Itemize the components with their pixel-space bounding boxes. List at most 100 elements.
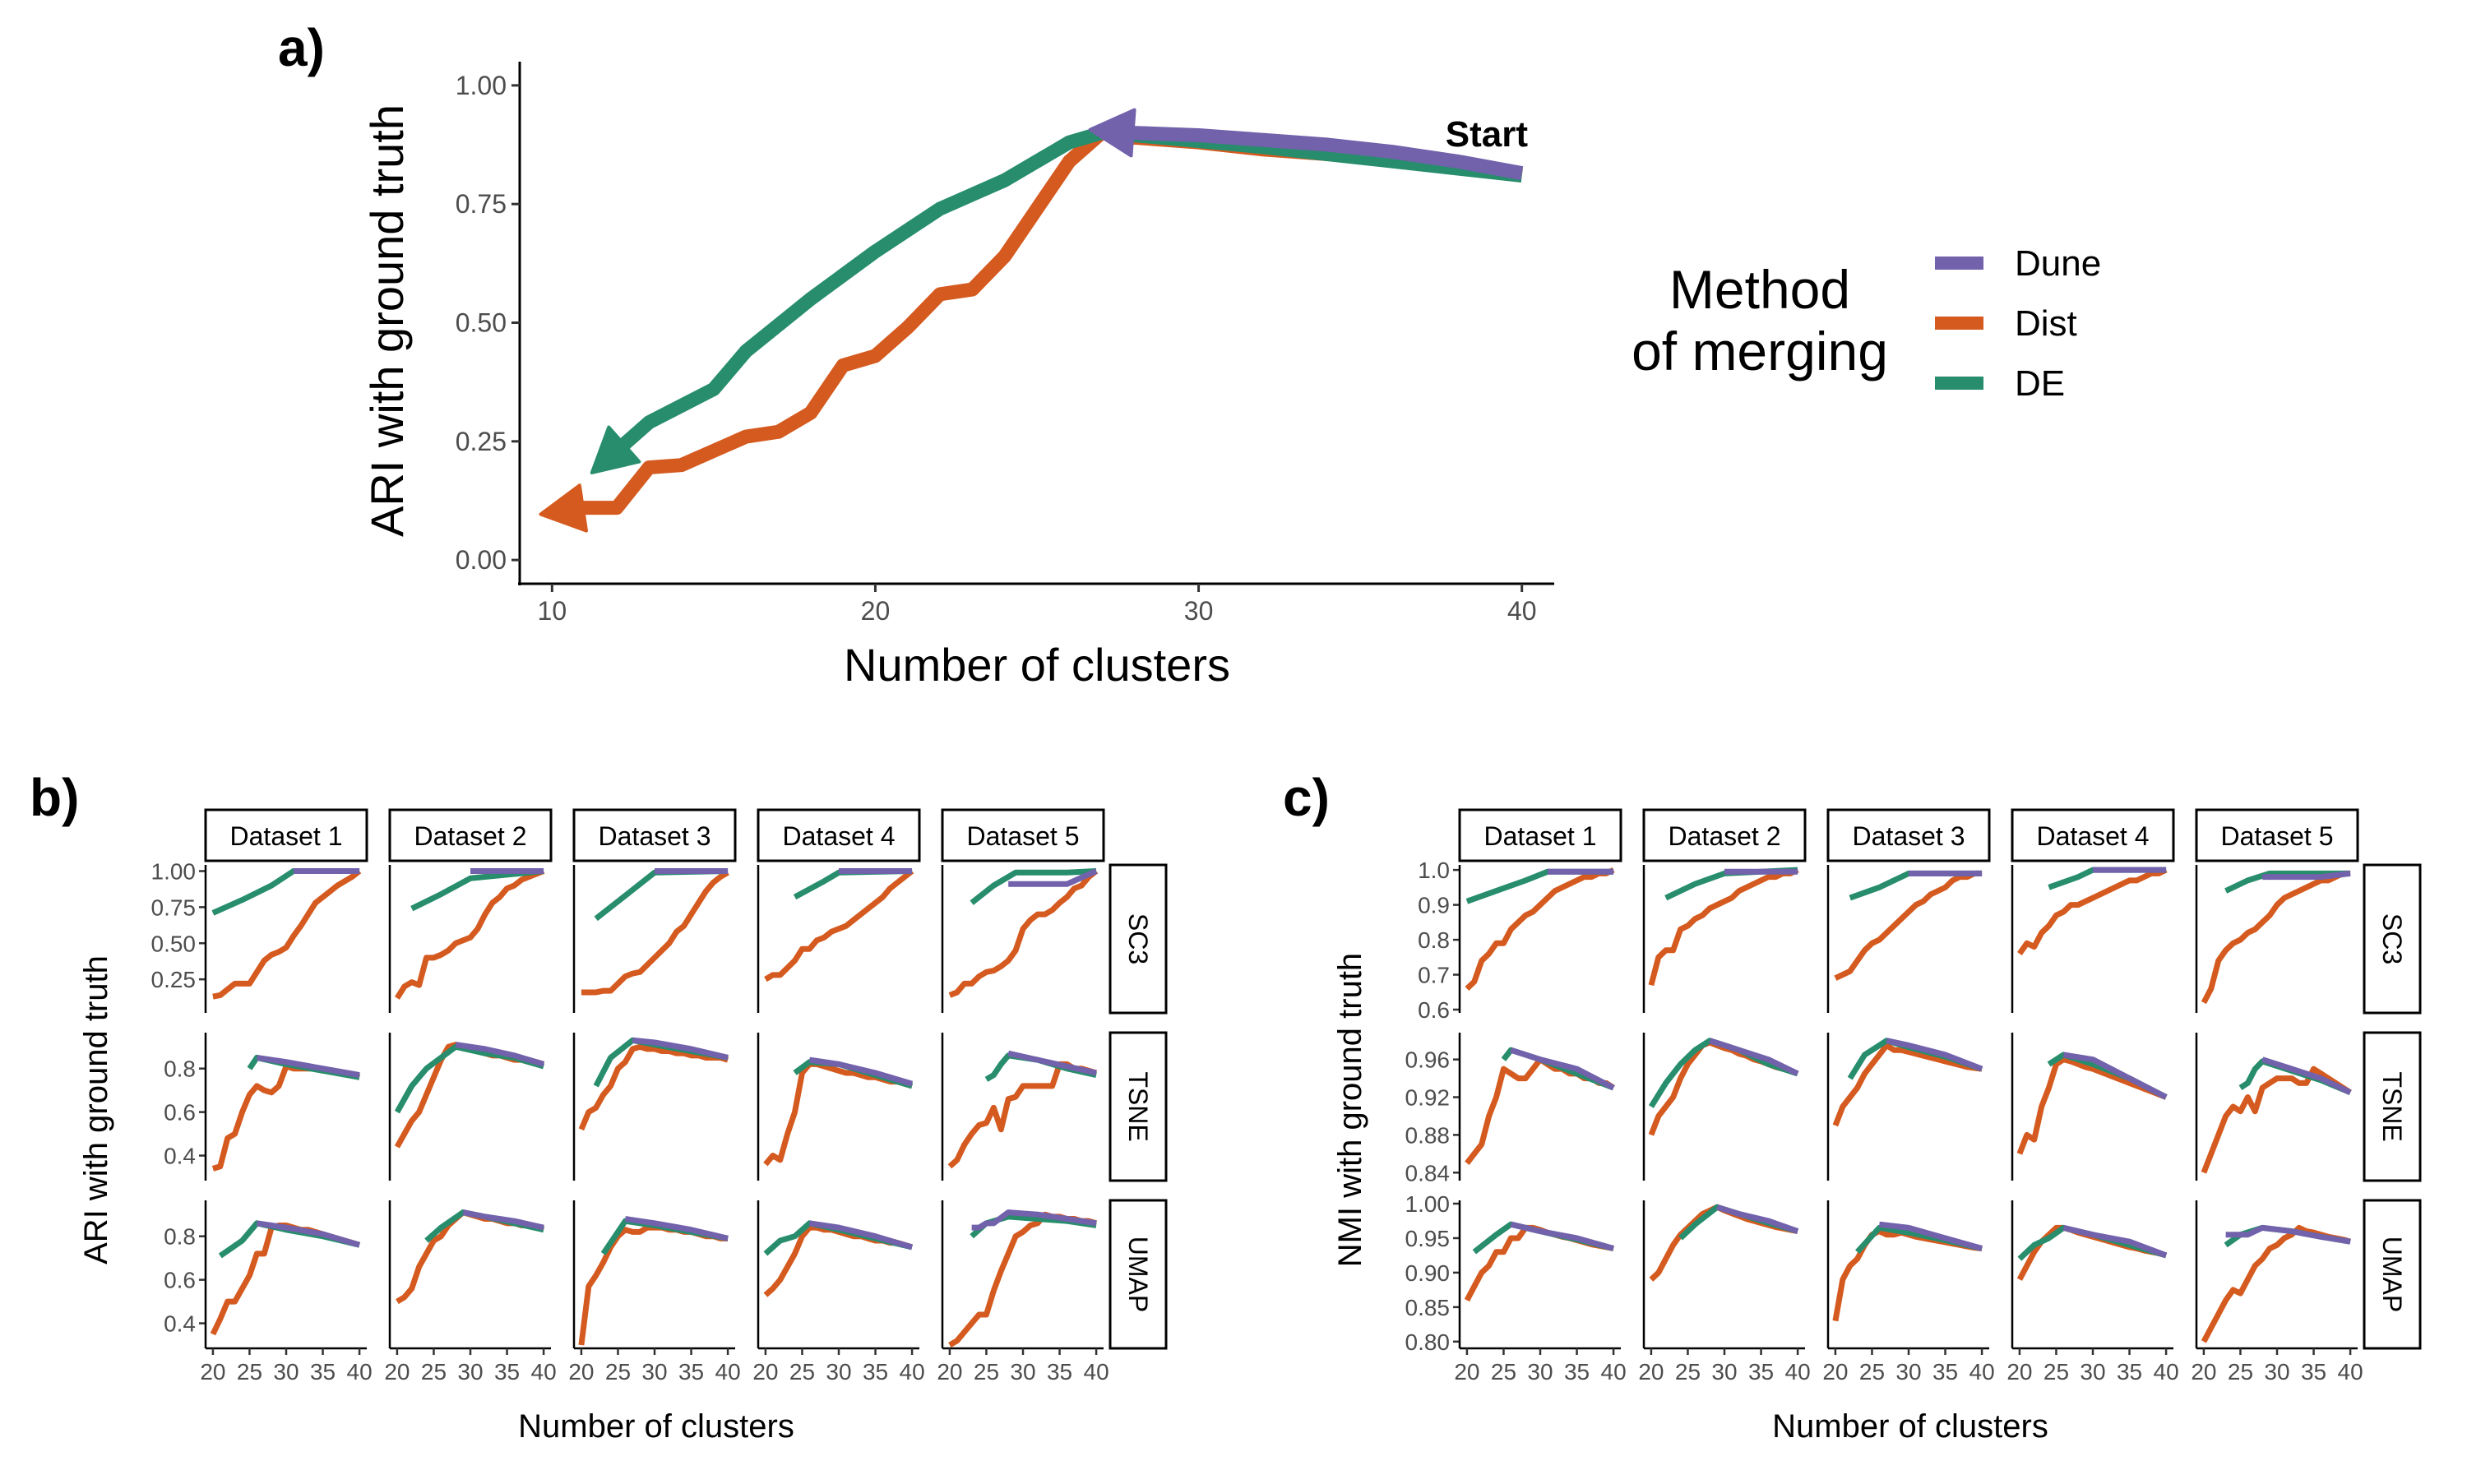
panel-a-start-annotation: Start [1446,114,1529,155]
panel-c-y-tick-label: 0.95 [1405,1226,1451,1251]
panel-a-line-dune [1101,123,1524,181]
panel-c-x-tick-label: 35 [1932,1359,1958,1385]
panel-c-line-sc3-dataset-1-dist [1465,867,1615,992]
panel-c-line-umap-dataset-1-dune [1510,1221,1615,1251]
panel-b-x-tick-label: 40 [715,1359,741,1385]
panel-a-x-tick-label: 30 [1184,596,1214,626]
panel-b-row-strip-label-tsne: TSNE [1123,1071,1153,1141]
panel-b-x-tick-label: 30 [641,1359,667,1385]
panel-b-y-tick-label: 0.75 [151,895,197,920]
panel-b-x-tick-label: 40 [900,1359,925,1385]
panel-b-strip-dataset-5 [941,808,1105,862]
panel-b-line-sc3-dataset-5-dune [1008,868,1098,887]
panel-b-x-tick-label: 35 [1047,1359,1072,1385]
panel-c-line-tsne-dataset-2-dune [1709,1038,1799,1077]
panel-c-y-tick-label: 1.00 [1405,1191,1451,1217]
panel-c-x-tick-label: 20 [2006,1359,2032,1385]
panel-c-x-tick-label: 30 [1895,1359,1921,1385]
panel-c-line-tsne-dataset-2-dist [1648,1039,1799,1136]
panel-b-line-tsne-dataset-3-dist [578,1043,729,1131]
panel-c-row-strip-sc3 [2363,863,2422,1015]
legend-title-line1: Method [1669,259,1850,320]
panel-c-line-tsne-dataset-4-dist [2016,1056,2168,1155]
legend-label-dist: Dist [2015,303,2077,344]
legend: Method of merging Dune Dist DE [1632,243,2101,404]
panel-b-y-tick-label: 0.25 [151,967,197,992]
panel-c-row-strip-label-tsne: TSNE [2377,1071,2407,1141]
panel-b-y-tick-label: 0.6 [164,1100,196,1126]
panel-c-strip-dataset-1 [1458,808,1622,862]
panel-c-row-strip-label-umap: UMAP [2377,1237,2407,1312]
panel-b-x-tick-label: 40 [347,1359,373,1385]
panel-b-line-tsne-dataset-5-dune [1007,1050,1097,1076]
panel-b-line-umap-dataset-5-dune [971,1209,1097,1231]
panel-a-y-tick-label: 0.75 [456,189,507,219]
panel-c-strip-label-dataset-1: Dataset 1 [1484,821,1597,851]
panel-b-y-tick-label: 1.00 [151,859,197,885]
panel-b-x-tick-label: 30 [826,1359,851,1385]
panel-c-line-umap-dataset-4-dune [2062,1224,2168,1259]
panel-c-strip-dataset-3 [1826,808,1991,862]
panel-b-x-tick-label: 20 [937,1359,962,1385]
panel-b-strip-dataset-1 [204,808,368,862]
panel-a-x-label: Number of clusters [844,639,1230,691]
panel-b-line-tsne-dataset-2-dune [455,1042,545,1067]
panel-c-y-tick-label: 0.80 [1405,1329,1451,1355]
panel-b-letter: b) [30,768,79,827]
panel-c-strip-label-dataset-3: Dataset 3 [1853,821,1965,851]
panel-b-x-tick-label: 25 [237,1359,262,1385]
panel-a-arrowhead-dist [539,483,588,533]
panel-c-strip-label-dataset-5: Dataset 5 [2221,821,2334,851]
panel-b-strip-dataset-2 [388,808,553,862]
panel-a-y-tick-label: 1.00 [456,71,507,100]
panel-a-y-label: ARI with ground truth [361,104,413,537]
panel-c-x-tick-label: 25 [1859,1359,1885,1385]
panel-c-row-strip-tsne [2363,1031,2422,1182]
panel-c-y-label: NMI with ground truth [1332,953,1368,1267]
panel-c-line-umap-dataset-2-dist [1649,1204,1798,1282]
panel-c-y-tick-label: 0.9 [1418,893,1450,918]
panel-a-arrowhead-dune [1088,108,1136,158]
panel-b-line-sc3-dataset-5-de [970,868,1097,905]
panel-c-x-tick-label: 30 [2080,1359,2105,1385]
panel-b-row-strip-umap [1109,1199,1168,1350]
panel-b-line-umap-dataset-2-dune [462,1209,544,1231]
panel-b-y-tick-label: 0.50 [151,931,197,956]
panel-c-line-tsne-dataset-3-dist [1832,1042,1983,1127]
panel-b-x-tick-label: 35 [863,1359,888,1385]
panel-c-y-tick-label: 0.85 [1405,1295,1451,1320]
panel-c-x-tick-label: 20 [1638,1359,1664,1385]
panel-c-x-tick-label: 25 [1675,1359,1701,1385]
panel-a-plot: 0.00 0.25 0.50 0.75 1.00 10 20 30 40 [456,62,1554,626]
panel-b-x-tick-label: 20 [200,1359,225,1385]
panel-b-line-tsne-dataset-4-dune [808,1056,914,1087]
panel-b-x-tick-label: 20 [752,1359,778,1385]
panel-c-y-tick-label: 0.88 [1405,1122,1451,1148]
panel-b-y-tick-label: 0.4 [164,1144,196,1169]
panel-c-letter: c) [1283,768,1330,827]
panel-b-line-sc3-dataset-4-dist [764,868,914,982]
panel-c-strip-dataset-2 [1642,808,1807,862]
panel-a-x-tick-label: 40 [1507,596,1537,626]
panel-b-line-tsne-dataset-1-dist [211,1063,361,1172]
panel-c-plot: Dataset 1 Dataset 2 Dataset 3 Dataset 4 Data… [1405,808,2422,1385]
panel-c-x-tick-label: 40 [2338,1359,2363,1385]
panel-b-line-sc3-dataset-2-dist [394,868,545,1000]
panel-b-x-tick-label: 35 [310,1359,336,1385]
panel-b-row-strip-sc3 [1109,863,1168,1015]
legend-label-dune: Dune [2015,243,2101,284]
panel-c-line-umap-dataset-3-dune [1878,1221,1983,1251]
panel-b-y-tick-label: 0.6 [164,1268,196,1293]
panel-c-x-tick-label: 35 [2117,1359,2142,1385]
panel-b-line-sc3-dataset-3-de [594,868,729,922]
panel-b-row-strip-tsne [1109,1031,1168,1182]
panel-b-line-umap-dataset-4-dune [808,1220,914,1251]
panel-c-row-strip-umap [2363,1199,2422,1350]
panel-b-x-tick-label: 25 [605,1359,631,1385]
panel-a-y-tick-label: 0.25 [456,427,507,456]
panel-c-x-tick-label: 30 [1527,1359,1553,1385]
panel-c-line-sc3-dataset-5-dist [2201,870,2351,1005]
panel-c-y-tick-label: 0.90 [1405,1260,1451,1286]
panel-c-x-tick-label: 25 [2043,1359,2069,1385]
